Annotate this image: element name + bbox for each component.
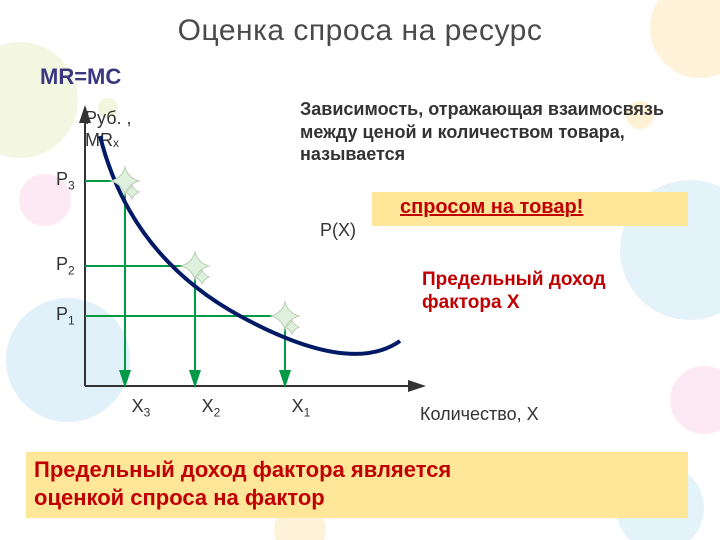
price-tick-label: P2 — [56, 254, 75, 278]
bottom-line1: Предельный доход фактора является — [34, 457, 451, 482]
x-tick-label: X2 — [202, 396, 221, 420]
mrmc-label: MR=MC — [40, 64, 121, 90]
curve-label-px: P(X) — [320, 220, 356, 241]
bottom-line2: оценкой спроса на фактор — [34, 485, 325, 510]
bottom-conclusion: Предельный доход фактора является оценко… — [34, 456, 451, 511]
price-tick-label: P3 — [56, 169, 75, 193]
price-tick-label: P1 — [56, 304, 75, 328]
x-tick-label: X3 — [132, 396, 151, 420]
demand-chart: P3P2P1 X3X2X1 P(X) — [60, 96, 480, 436]
x-tick-label: X1 — [292, 396, 311, 420]
chart-svg — [60, 96, 480, 436]
slide-content: Оценка спроса на ресурс MR=MC Руб. , MRₓ… — [0, 0, 720, 540]
slide-title: Оценка спроса на ресурс — [0, 14, 720, 48]
